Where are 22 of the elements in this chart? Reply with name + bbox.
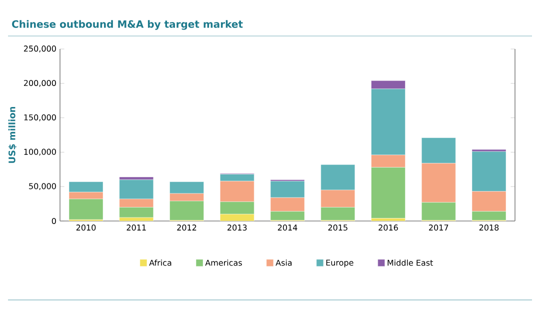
y-tick-label: 200,000 [24,80,56,87]
y-axis-title: US$ million [8,106,17,163]
x-tick-label: 2016 [378,224,398,231]
legend-label: Europe [326,260,354,268]
x-tick-label: 2013 [228,224,247,231]
x-tick-label: 2015 [328,224,348,231]
y-tick-label: 50,000 [29,183,56,190]
legend-label: Asia [276,260,292,266]
legend-label: Africa [149,260,172,266]
x-tick-label: 2014 [278,224,298,231]
x-tick-label: 2017 [429,224,448,231]
x-tick-label: 2010 [76,224,96,231]
y-tick-label: 250,000 [24,46,56,52]
x-tick-label: 2018 [479,224,499,231]
legend-label: Americas [205,260,242,266]
chart-title: Chinese outbound M&A by target market [12,20,243,30]
y-tick-label: 150,000 [24,114,56,122]
y-tick-label: 0 [52,218,56,224]
x-tick-label: 2012 [177,224,196,231]
x-tick-label: 2011 [126,224,146,231]
y-tick-label: 100,000 [24,148,56,156]
legend-label: Middle East [388,260,433,266]
